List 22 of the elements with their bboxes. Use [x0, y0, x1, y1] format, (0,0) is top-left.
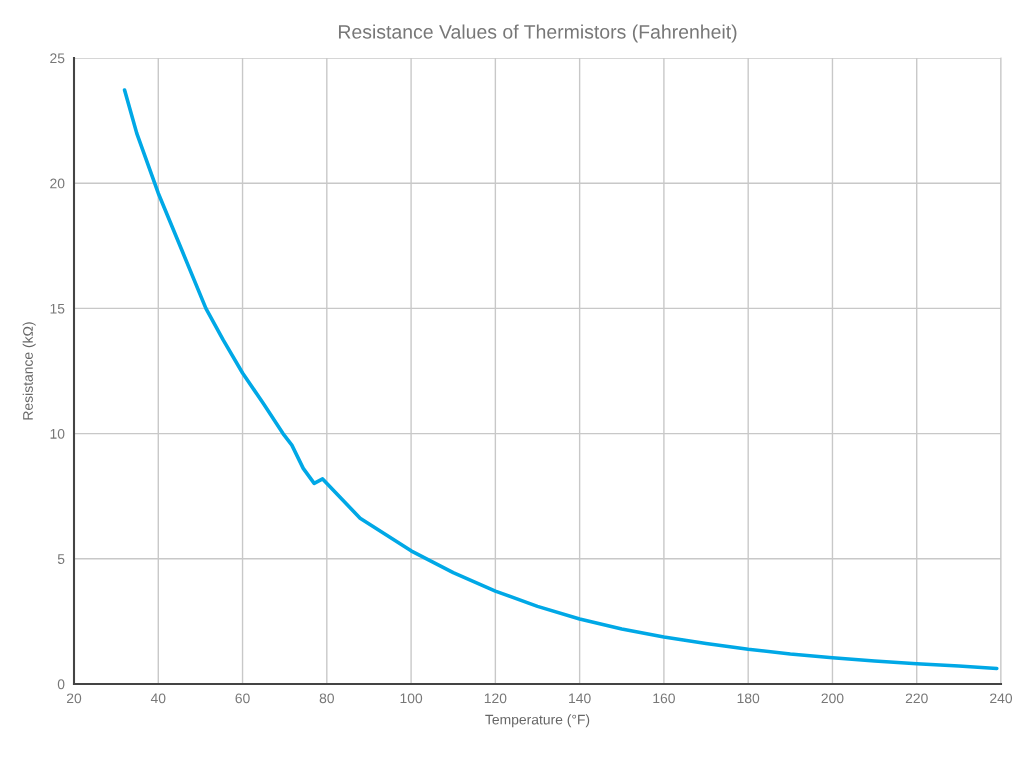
- x-tick-label: 80: [319, 693, 334, 704]
- line-series: [122, 88, 999, 671]
- y-axis-title: Resistance (kΩ): [22, 322, 36, 420]
- y-tick-label: 0: [57, 679, 65, 690]
- chart-title: Resistance Values of Thermistors (Fahrenheit): [338, 24, 737, 43]
- x-tick-label: 20: [66, 693, 82, 704]
- x-tick-label: 100: [400, 693, 423, 704]
- x-tick-label: 60: [235, 693, 250, 704]
- x-tick-label: 120: [484, 693, 507, 704]
- x-axis-title: Temperature (°F): [485, 714, 590, 728]
- x-tick-label: 240: [990, 693, 1013, 704]
- x-tick-label: 40: [150, 693, 166, 704]
- x-tick-label: 220: [905, 693, 928, 704]
- y-tick-label: 10: [50, 428, 65, 439]
- x-tick-label: 160: [653, 693, 675, 704]
- y-tick-label: 20: [50, 178, 65, 189]
- x-tick-label: 200: [821, 693, 844, 704]
- x-tick-label: 140: [569, 693, 591, 704]
- y-tick-label: 5: [57, 554, 65, 564]
- y-tick-label: 15: [50, 303, 65, 314]
- x-tick-label: 180: [737, 693, 760, 704]
- y-tick-label: 25: [50, 53, 65, 64]
